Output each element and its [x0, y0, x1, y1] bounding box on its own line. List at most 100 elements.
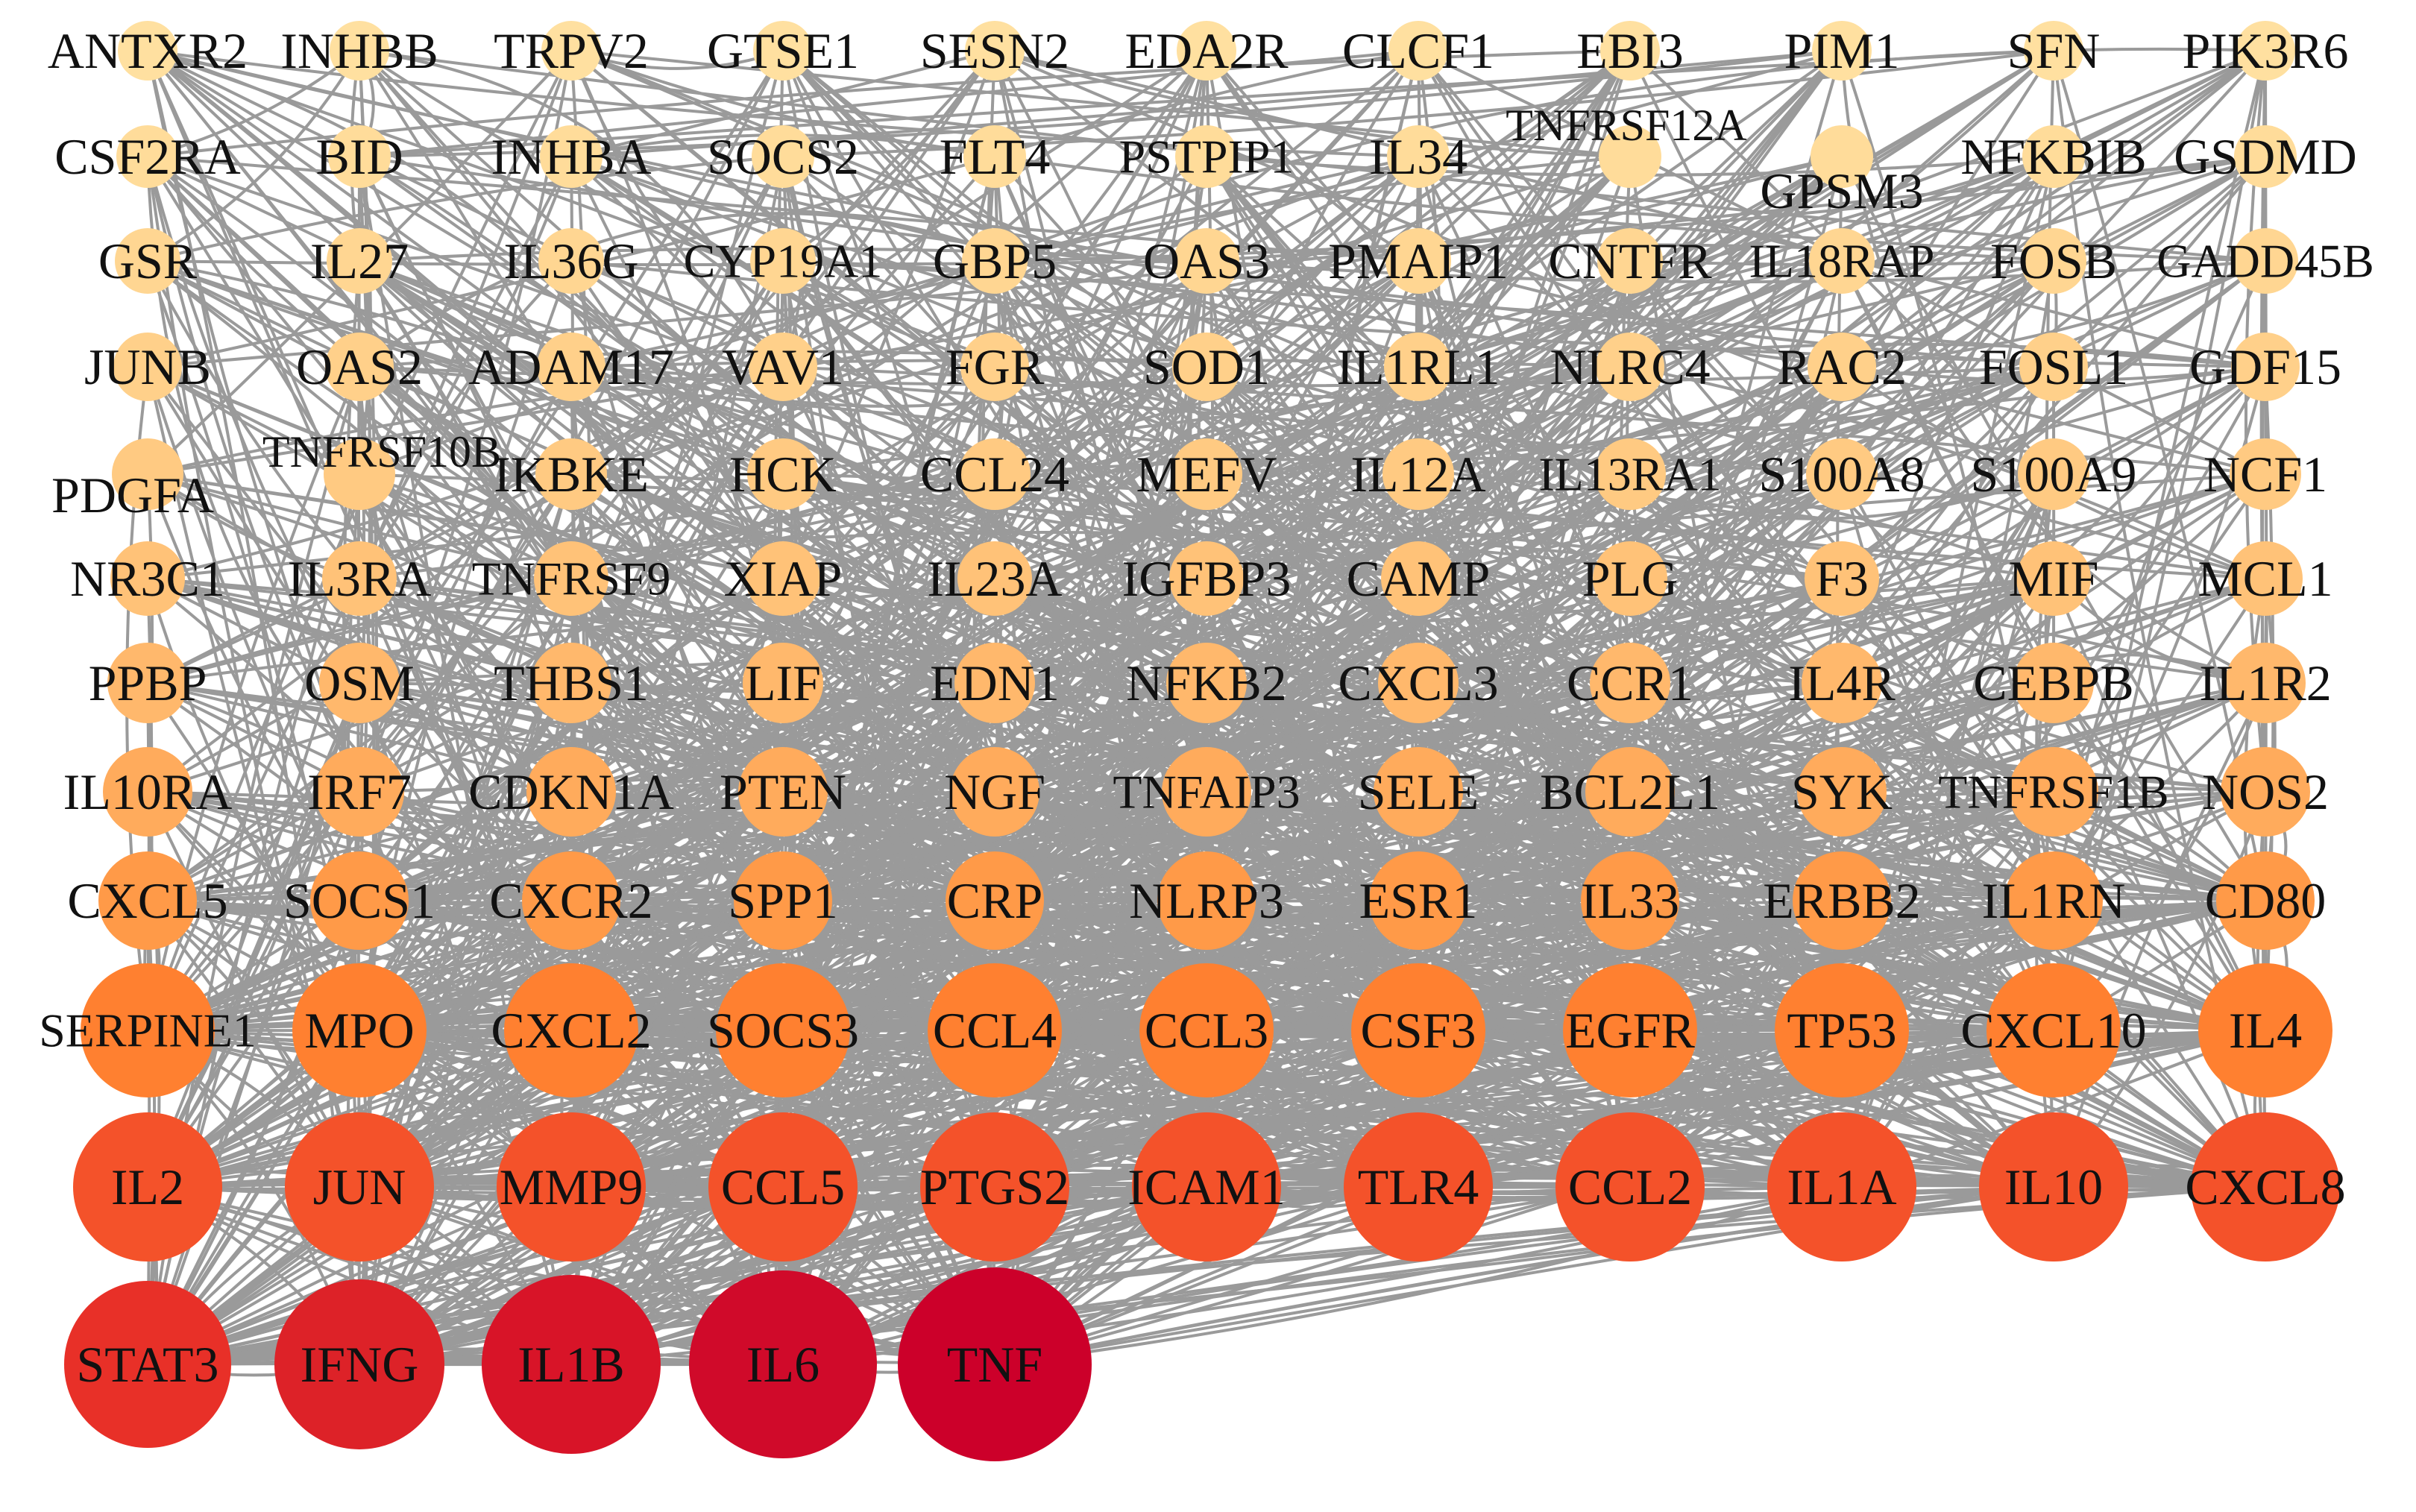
gene-node-circle [1387, 125, 1450, 188]
gene-label: GDF15 [2189, 338, 2341, 395]
gene-node-circle [1555, 1112, 1705, 1261]
gene-label: BCL2L1 [1540, 763, 1720, 820]
gene-label: NCF1 [2203, 446, 2327, 503]
gene-node-ccl5: CCL5 [708, 1112, 858, 1261]
gene-label: MMP9 [500, 1159, 644, 1215]
gene-node-pmaip1: PMAIP1 [1328, 228, 1509, 294]
gene-node-f3: F3 [1805, 541, 1879, 616]
interaction-edge [358, 49, 995, 368]
interaction-edge [359, 681, 996, 1032]
gene-node-circle [1172, 333, 1241, 401]
gene-label: FGR [946, 338, 1045, 395]
gene-node-tnf: TNF [898, 1267, 1092, 1461]
gene-node-oas3: OAS3 [1143, 228, 1270, 294]
gene-node-il10: IL10 [1979, 1112, 2128, 1261]
gene-label: CCR1 [1567, 655, 1693, 711]
gene-node-circle [1585, 747, 1675, 837]
gene-node-erbb2: ERBB2 [1763, 851, 1921, 950]
gene-label: IL13RA1 [1538, 448, 1721, 501]
gene-label: SOD1 [1143, 338, 1270, 395]
gene-node-circle [2022, 125, 2085, 188]
gene-label: IL3RA [288, 550, 432, 607]
gene-node-circle [689, 1270, 877, 1458]
interaction-edge [993, 49, 2055, 902]
gene-label: CCL4 [933, 1002, 1057, 1059]
gene-node-circle [285, 1112, 434, 1261]
gene-node-mcl1: MCL1 [2198, 541, 2333, 616]
gene-label: TNFRSF1B [1938, 766, 2168, 819]
gene-node-cxcr2: CXCR2 [489, 851, 653, 950]
gene-label: INHBB [280, 22, 438, 79]
gene-node-rac2: RAC2 [1777, 333, 1907, 401]
interaction-edge [146, 899, 784, 1366]
gene-node-circle [965, 21, 1025, 81]
interaction-edge [994, 790, 1631, 902]
gene-label: SESN2 [920, 22, 1069, 79]
gene-node-circle [963, 125, 1026, 188]
gene-label: TNFRSF12A [1506, 101, 1746, 150]
gene-node-cd80: CD80 [2205, 851, 2326, 950]
gene-label: MIF [2009, 550, 2099, 607]
interaction-edge [358, 365, 1420, 1032]
gene-label: OSM [304, 655, 414, 711]
interaction-edge [147, 365, 784, 580]
gene-node-nlrc4: NLRC4 [1550, 333, 1711, 401]
gene-label: JUN [313, 1159, 406, 1215]
gene-node-clcf1: CLCF1 [1342, 21, 1494, 81]
gene-label: MCL1 [2198, 550, 2332, 607]
gene-label: FOSB [1990, 233, 2117, 289]
gene-node-circle [2221, 747, 2310, 837]
gene-node-il23a: IL23A [927, 541, 1063, 616]
gene-node-circle [504, 963, 638, 1097]
gene-node-osm: OSM [304, 643, 415, 723]
interaction-edge [2052, 578, 2267, 1031]
gene-node-il1b: IL1B [482, 1275, 661, 1454]
gene-node-circle [537, 333, 605, 401]
gene-label: IL36G [503, 233, 638, 289]
gene-node-pik3r6: PIK3R6 [2183, 21, 2349, 81]
gene-node-circle [1590, 643, 1670, 723]
gene-node-adam17: ADAM17 [468, 333, 674, 401]
gene-label: EDA2R [1124, 22, 1289, 79]
gene-node-gtse1: GTSE1 [707, 21, 859, 81]
gene-node-il27: IL27 [310, 228, 409, 294]
gene-node-circle [319, 643, 400, 723]
gene-node-circle [2198, 963, 2332, 1097]
gene-node-cxcl8: CXCL8 [2185, 1112, 2346, 1261]
interaction-edge [359, 1182, 2266, 1188]
gene-label: TNFRSF9 [472, 552, 671, 605]
gene-label: PIK3R6 [2183, 22, 2349, 79]
gene-node-circle [898, 1267, 1092, 1461]
gene-label: NOS2 [2202, 763, 2329, 820]
interaction-edge [994, 49, 1631, 158]
gene-node-circle [118, 21, 177, 81]
gene-label: NLRC4 [1550, 338, 1710, 395]
gene-node-circle [743, 643, 823, 723]
gene-node-circle [1805, 541, 1879, 616]
gene-node-ppbp: PPBP [89, 643, 207, 723]
gene-node-crp: CRP [946, 851, 1044, 950]
gene-node-circle [1979, 1112, 2128, 1261]
gene-node-gsr: GSR [98, 228, 198, 294]
gene-label: SERPINE1 [39, 1004, 257, 1057]
gene-label: TNFAIP3 [1113, 766, 1300, 819]
gene-label: JUNB [84, 338, 211, 395]
gene-node-circle [750, 228, 816, 294]
gene-node-circle [292, 963, 427, 1097]
interaction-edge [359, 530, 2266, 684]
gene-label: IL1A [1787, 1159, 1896, 1215]
gene-node-il12a: IL12A [1350, 438, 1486, 510]
gene-label: STAT3 [76, 1336, 218, 1393]
interaction-edge [1206, 473, 2266, 580]
gene-label: IL10RA [63, 763, 233, 820]
gene-node-tlr4: TLR4 [1344, 1112, 1493, 1261]
gene-label: IKBKE [494, 446, 649, 503]
gene-label: SPP1 [728, 872, 837, 929]
interaction-edge [994, 155, 1631, 262]
gene-node-sesn2: SESN2 [920, 21, 1069, 81]
gene-node-circle [2234, 125, 2297, 188]
gene-node-circle [1139, 963, 1274, 1097]
interaction-edge [1629, 365, 2266, 580]
gene-node-sfn: SFN [2007, 21, 2100, 81]
gene-node-circle [110, 541, 185, 616]
